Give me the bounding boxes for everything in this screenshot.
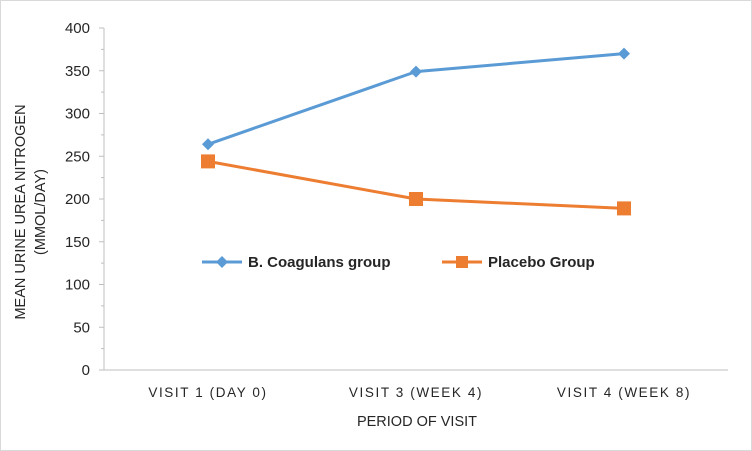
y-axis-title-line-1: MEAN URINE UREA NITROGEN — [13, 104, 29, 319]
legend-item-placebo: Placebo Group — [442, 254, 595, 271]
y-axis-title-line-2: (MMOL/DAY) — [33, 169, 49, 255]
axes: 0 50 100 150 200 250 300 350 400 VISIT 1 (DAY 0)… — [65, 20, 728, 400]
y-tick-label: 0 — [82, 362, 90, 379]
y-tick-label: 50 — [73, 319, 90, 336]
y-tick-label: 100 — [65, 277, 90, 294]
data-point-placebo — [201, 154, 215, 169]
legend: B. Coagulans group Placebo Group — [202, 254, 595, 271]
y-tick-label: 350 — [65, 63, 90, 80]
x-tick-labels: VISIT 1 (DAY 0) VISIT 3 (WEEK 4) VISIT 4 (… — [148, 385, 691, 400]
legend-marker-b-coagulans — [216, 256, 228, 268]
legend-marker-placebo — [456, 256, 468, 268]
y-tick-label: 250 — [65, 148, 90, 165]
data-point-b-coagulans — [410, 65, 422, 78]
series-layer — [201, 47, 631, 216]
y-tick-label: 400 — [65, 20, 90, 37]
legend-label-b-coagulans: B. Coagulans group — [248, 254, 391, 271]
x-tick-label: VISIT 1 (DAY 0) — [148, 385, 267, 400]
y-tick-label: 200 — [65, 191, 90, 208]
legend-item-b-coagulans: B. Coagulans group — [202, 254, 391, 271]
legend-label-placebo: Placebo Group — [488, 254, 595, 271]
y-tick-marks — [99, 27, 104, 371]
data-point-b-coagulans — [202, 138, 214, 151]
x-tick-label: VISIT 3 (WEEK 4) — [349, 385, 483, 400]
data-point-placebo — [617, 201, 631, 216]
data-point-placebo — [409, 192, 423, 206]
y-tick-label: 300 — [65, 106, 90, 123]
y-tick-label: 150 — [65, 234, 90, 251]
y-tick-labels: 0 50 100 150 200 250 300 350 400 — [65, 20, 90, 379]
x-tick-label: VISIT 4 (WEEK 8) — [557, 385, 691, 400]
data-point-b-coagulans — [618, 47, 630, 60]
x-axis-title: PERIOD OF VISIT — [357, 414, 477, 430]
